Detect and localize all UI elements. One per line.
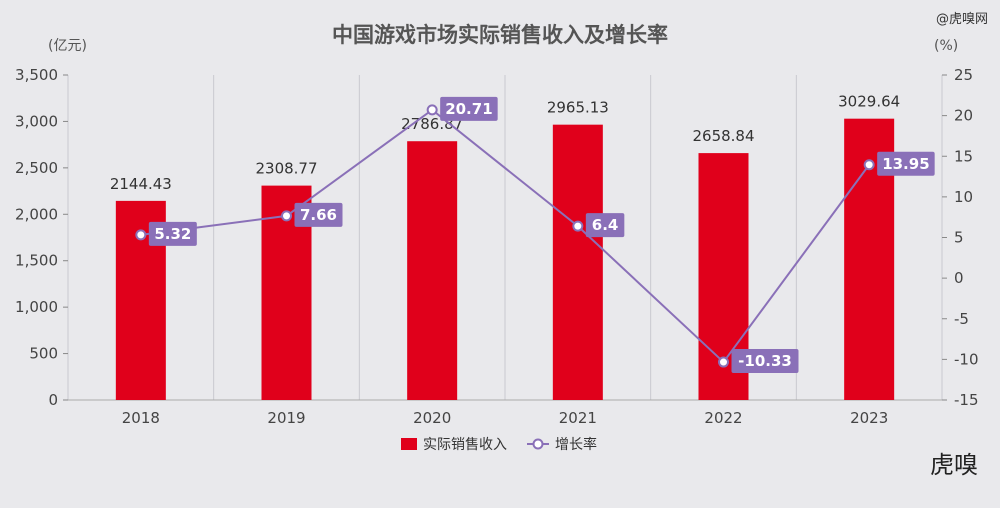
rate-label-text: 13.95 xyxy=(882,155,929,173)
bar-revenue-2020 xyxy=(407,141,458,400)
rate-label-box xyxy=(585,213,625,238)
rate-point-2022 xyxy=(718,356,729,368)
bar-value-label: 2965.13 xyxy=(547,99,609,117)
growth-rate-labels: 5.32 7.66 20.71 6.4 -10.33 13.95 xyxy=(148,96,935,374)
left-tick-label: 2,500 xyxy=(15,159,58,177)
right-tick-label: 10 xyxy=(954,188,973,206)
right-tick-label: -15 xyxy=(954,391,979,409)
left-axis-ticks: 0 500 1,000 1,500 2,000 2,500 3,000 3,500 xyxy=(15,66,68,409)
rate-label-text: 6.4 xyxy=(592,216,619,234)
right-tick-label: 5 xyxy=(954,229,964,247)
right-axis-unit: (%) xyxy=(934,38,958,54)
right-tick-label: 0 xyxy=(954,269,964,287)
legend-label-revenue: 实际销售收入 xyxy=(423,437,507,453)
right-tick-label: -10 xyxy=(954,350,979,368)
rate-point-2019 xyxy=(281,210,292,222)
right-axis-ticks: -15 -10 -5 0 5 10 15 20 25 xyxy=(942,66,979,409)
bar-labels: 2144.432308.772786.872965.132658.843029.… xyxy=(110,93,900,193)
left-tick-label: 3,500 xyxy=(15,66,58,84)
x-tick-label: 2022 xyxy=(704,409,742,427)
bar-value-label: 3029.64 xyxy=(838,93,900,111)
legend-swatch-revenue xyxy=(401,438,417,450)
rate-label-box xyxy=(294,202,343,227)
bar-revenue-2021 xyxy=(552,124,603,400)
rate-point-2021 xyxy=(572,220,584,232)
x-tick-label: 2023 xyxy=(850,409,888,427)
brand-logo: 虎嗅 xyxy=(930,451,978,479)
right-tick-label: -5 xyxy=(954,310,969,328)
x-tick-label: 2018 xyxy=(122,409,160,427)
growth-rate-points xyxy=(135,104,875,368)
legend-label-rate: 增长率 xyxy=(555,436,597,453)
watermark-top: @虎嗅网 xyxy=(935,12,988,27)
legend: 实际销售收入 增长率 xyxy=(401,436,597,453)
rate-label-text: 7.66 xyxy=(300,206,337,224)
chart-title: 中国游戏市场实际销售收入及增长率 xyxy=(332,23,668,47)
left-axis-unit: (亿元) xyxy=(48,38,87,54)
rate-label-box xyxy=(877,151,935,176)
x-axis-ticks: 2018 2019 2020 2021 2022 2023 xyxy=(122,409,889,427)
right-tick-label: 25 xyxy=(954,66,973,84)
rate-label-text: 20.71 xyxy=(445,100,492,118)
left-tick-label: 0 xyxy=(48,391,58,409)
rate-label-box xyxy=(440,96,498,121)
rate-label-box xyxy=(148,221,197,246)
bar-value-label: 2658.84 xyxy=(692,127,754,145)
rate-point-2020 xyxy=(426,104,438,116)
rate-label-text: 5.32 xyxy=(154,225,191,243)
left-tick-label: 3,000 xyxy=(15,112,58,130)
left-tick-label: 500 xyxy=(29,345,58,363)
growth-rate-line xyxy=(140,108,870,364)
rate-label-box xyxy=(731,349,799,374)
right-tick-label: 15 xyxy=(954,147,973,165)
bar-value-label: 2144.43 xyxy=(110,175,172,193)
left-tick-label: 1,500 xyxy=(15,252,58,270)
bar-value-label: 2308.77 xyxy=(255,160,317,178)
rate-point-2023 xyxy=(863,159,875,171)
vertical-grid xyxy=(67,75,943,400)
left-tick-label: 1,000 xyxy=(15,298,58,316)
right-tick-label: 20 xyxy=(954,107,973,125)
legend-swatch-rate-marker xyxy=(532,438,544,450)
x-tick-label: 2020 xyxy=(413,409,451,427)
rate-label-text: -10.33 xyxy=(738,352,792,370)
left-tick-label: 2,000 xyxy=(15,205,58,223)
x-tick-label: 2019 xyxy=(267,409,305,427)
x-tick-label: 2021 xyxy=(559,409,597,427)
rate-point-2018 xyxy=(135,229,147,241)
